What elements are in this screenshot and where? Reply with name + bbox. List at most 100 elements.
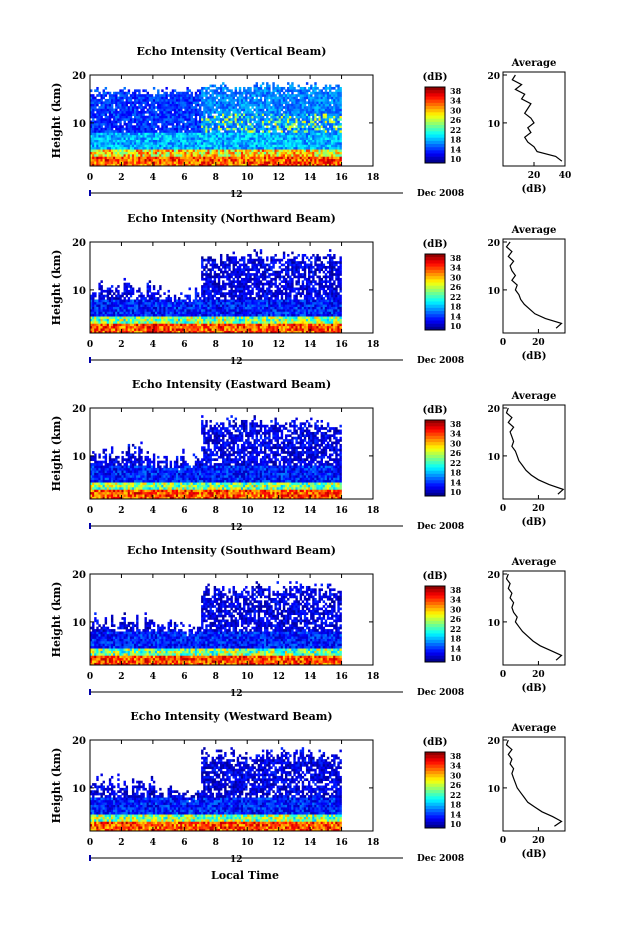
heatmap-cell [308,101,311,105]
heatmap-cell [184,301,187,305]
heatmap-cell [266,120,269,124]
heatmap-cell [96,142,99,145]
heatmap-cell [194,142,198,145]
heatmap-cell [157,134,160,138]
heatmap-cell [148,325,152,329]
heatmap-cell [308,134,311,138]
heatmap-cell [320,134,323,138]
heatmap-cell [207,122,210,126]
heatmap-cell [148,146,152,150]
heatmap-cell [276,127,279,131]
heatmap-cell [131,328,135,331]
heatmap-cell [289,161,292,164]
heatmap-cell [144,321,147,324]
heatmap-cell [209,139,212,143]
x-tick-label: 16 [335,173,348,183]
heatmap-cell [232,144,235,148]
heatmap-cell [263,163,267,167]
x-tick-label: 0 [87,173,93,183]
heatmap-cell [94,316,97,319]
heatmap-cell [154,299,158,303]
heatmap-cell [207,309,210,312]
heatmap-cell [175,139,179,143]
heatmap-cell [148,330,152,334]
heatmap-cell [209,309,212,312]
heatmap-cell [129,122,133,126]
heatmap-cell [297,103,300,107]
heatmap-cell [184,328,187,331]
heatmap-cell [92,132,95,136]
heatmap-cell [167,325,170,329]
heatmap-cell [259,132,263,136]
heatmap-cell [207,321,210,324]
heatmap-cell [249,154,252,157]
heatmap-cell [102,299,105,303]
heatmap-cell [247,132,250,136]
heatmap-cell [247,151,250,155]
heatmap-cell [222,91,225,95]
heatmap-cell [167,328,170,331]
heatmap-cell [188,316,191,319]
heatmap-cell [106,108,110,112]
heatmap-cell [171,125,175,128]
heatmap-cell [108,158,112,162]
heatmap-cell [119,299,122,303]
heatmap-cell [152,110,156,114]
heatmap-cell [125,132,129,136]
heatmap-cell [119,306,122,310]
heatmap-cell [337,158,340,162]
heatmap-cell [280,108,284,112]
heatmap-cell [209,294,212,298]
heatmap-cell [310,154,313,157]
heatmap-cell [209,144,212,148]
heatmap-cell [215,304,219,307]
heatmap-cell [90,294,93,298]
heatmap-cell [190,144,194,148]
heatmap-cell [123,113,126,117]
heatmap-cell [215,311,219,315]
heatmap-cell [217,163,221,167]
heatmap-cell [199,330,202,334]
heatmap-cell [159,309,162,312]
heatmap-cell [184,127,187,131]
heatmap-cell [303,103,307,107]
heatmap-cell [161,316,164,319]
heatmap-cell [142,115,145,119]
heatmap-cell [222,96,225,100]
heatmap-cell [171,330,175,334]
heatmap-cell [224,142,227,145]
heatmap-cell [146,313,149,317]
heatmap-cell [299,130,303,133]
heatmap-cell [125,151,129,155]
heatmap-cell [117,132,120,136]
heatmap-cell [259,151,263,155]
heatmap-cell [322,86,326,90]
heatmap-cell [127,316,131,319]
heatmap-cell [295,154,298,157]
heatmap-cell [165,110,168,114]
heatmap-cell [167,321,170,324]
heatmap-cell [263,130,267,133]
heatmap-cell [150,132,154,136]
heatmap-cell [175,98,179,102]
heatmap-cell [270,161,273,164]
heatmap-cell [154,323,158,327]
heatmap-cell [98,311,101,315]
heatmap-cell [165,125,168,128]
heatmap-cell [213,146,217,150]
heatmap-cell [146,149,149,152]
heatmap-cell [110,321,114,324]
heatmap-cell [249,156,252,160]
heatmap-cell [219,316,223,319]
heatmap-cell [129,146,133,150]
heatmap-cell [203,101,206,105]
heatmap-cell [205,146,208,150]
heatmap-cell [157,142,160,145]
heatmap-cell [102,132,105,136]
heatmap-cell [152,156,156,160]
heatmap-cell [335,113,338,117]
heatmap-cell [138,151,141,155]
heatmap-cell [148,299,152,303]
heatmap-cell [308,149,311,152]
heatmap-cell [224,115,227,119]
